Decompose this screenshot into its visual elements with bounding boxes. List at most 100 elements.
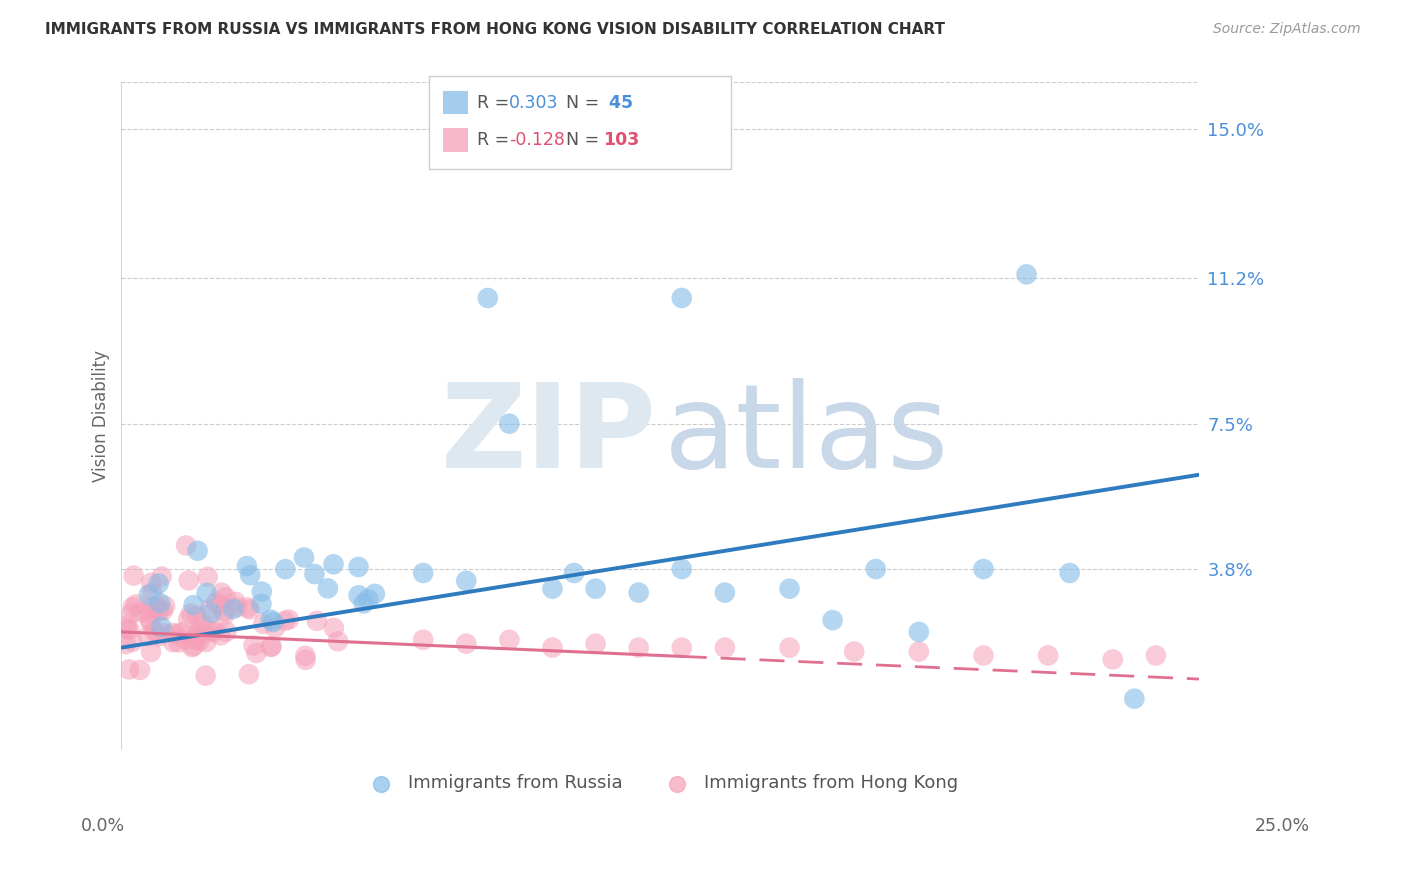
Point	[188, 634, 211, 648]
Point	[627, 640, 650, 655]
Point	[148, 576, 170, 591]
Point	[357, 592, 380, 607]
Point	[187, 543, 209, 558]
Point	[195, 635, 218, 649]
Point	[177, 574, 200, 588]
Point	[184, 632, 207, 647]
Point	[456, 574, 478, 588]
Point	[260, 640, 283, 654]
Point	[174, 539, 197, 553]
Point	[456, 637, 478, 651]
Point	[150, 569, 173, 583]
Point	[153, 599, 176, 613]
Point	[260, 640, 283, 654]
Point	[194, 619, 217, 633]
Point	[972, 562, 994, 576]
Point	[779, 582, 801, 596]
Point	[190, 617, 212, 632]
Point	[172, 625, 194, 640]
Point	[150, 620, 173, 634]
Point	[212, 608, 235, 623]
Point	[181, 640, 204, 655]
Point	[141, 575, 163, 590]
Point	[779, 640, 801, 655]
Text: Source: ZipAtlas.com: Source: ZipAtlas.com	[1213, 22, 1361, 37]
Point	[152, 604, 174, 618]
Point	[125, 598, 148, 612]
Point	[585, 582, 607, 596]
Point	[183, 598, 205, 612]
Point	[498, 632, 520, 647]
Point	[274, 614, 297, 628]
Point	[671, 640, 693, 655]
Point	[292, 550, 315, 565]
Point	[205, 595, 228, 609]
Point	[184, 630, 207, 644]
Point	[197, 570, 219, 584]
Point	[238, 667, 260, 681]
Point	[139, 645, 162, 659]
Point	[118, 623, 141, 637]
Point	[347, 588, 370, 602]
Point	[177, 612, 200, 626]
Point	[173, 632, 195, 647]
Text: N =: N =	[555, 131, 605, 149]
Point	[129, 663, 152, 677]
Point	[148, 604, 170, 618]
Point	[167, 635, 190, 649]
Point	[236, 600, 259, 615]
Point	[236, 559, 259, 574]
Point	[121, 607, 143, 621]
Text: ZIP: ZIP	[441, 378, 657, 493]
Point	[1123, 691, 1146, 706]
Point	[211, 585, 233, 599]
Point	[162, 625, 184, 640]
Point	[714, 585, 737, 599]
Point	[259, 613, 281, 627]
Point	[200, 606, 222, 620]
Point	[202, 624, 225, 639]
Point	[412, 566, 434, 580]
Point	[671, 291, 693, 305]
Point	[195, 586, 218, 600]
Text: N =: N =	[555, 94, 605, 112]
Point	[250, 584, 273, 599]
Point	[821, 613, 844, 627]
Point	[198, 602, 221, 616]
Point	[353, 596, 375, 610]
Point	[118, 662, 141, 676]
Text: IMMIGRANTS FROM RUSSIA VS IMMIGRANTS FROM HONG KONG VISION DISABILITY CORRELATIO: IMMIGRANTS FROM RUSSIA VS IMMIGRANTS FRO…	[45, 22, 945, 37]
Point	[194, 668, 217, 682]
Point	[131, 605, 153, 619]
Point	[541, 640, 564, 655]
Point	[264, 621, 287, 635]
Point	[498, 417, 520, 431]
Point	[865, 562, 887, 576]
Point	[209, 628, 232, 642]
Point	[121, 600, 143, 615]
Point	[224, 595, 246, 609]
Point	[1144, 648, 1167, 663]
Point	[305, 614, 328, 628]
Point	[138, 588, 160, 602]
Point	[1036, 648, 1059, 663]
Point	[627, 585, 650, 599]
Text: R =: R =	[477, 131, 515, 149]
Point	[347, 560, 370, 574]
Point	[121, 635, 143, 649]
Point	[239, 602, 262, 616]
Point	[316, 582, 339, 596]
Text: atlas: atlas	[664, 378, 949, 493]
Point	[139, 613, 162, 627]
Point	[972, 648, 994, 663]
Point	[215, 624, 238, 639]
Point	[477, 291, 499, 305]
Text: 0.303: 0.303	[509, 94, 558, 112]
Point	[165, 627, 187, 641]
Point	[186, 608, 208, 623]
Legend: Immigrants from Russia, Immigrants from Hong Kong: Immigrants from Russia, Immigrants from …	[356, 767, 965, 799]
Point	[277, 613, 299, 627]
Point	[226, 600, 249, 615]
Point	[671, 562, 693, 576]
Point	[541, 582, 564, 596]
